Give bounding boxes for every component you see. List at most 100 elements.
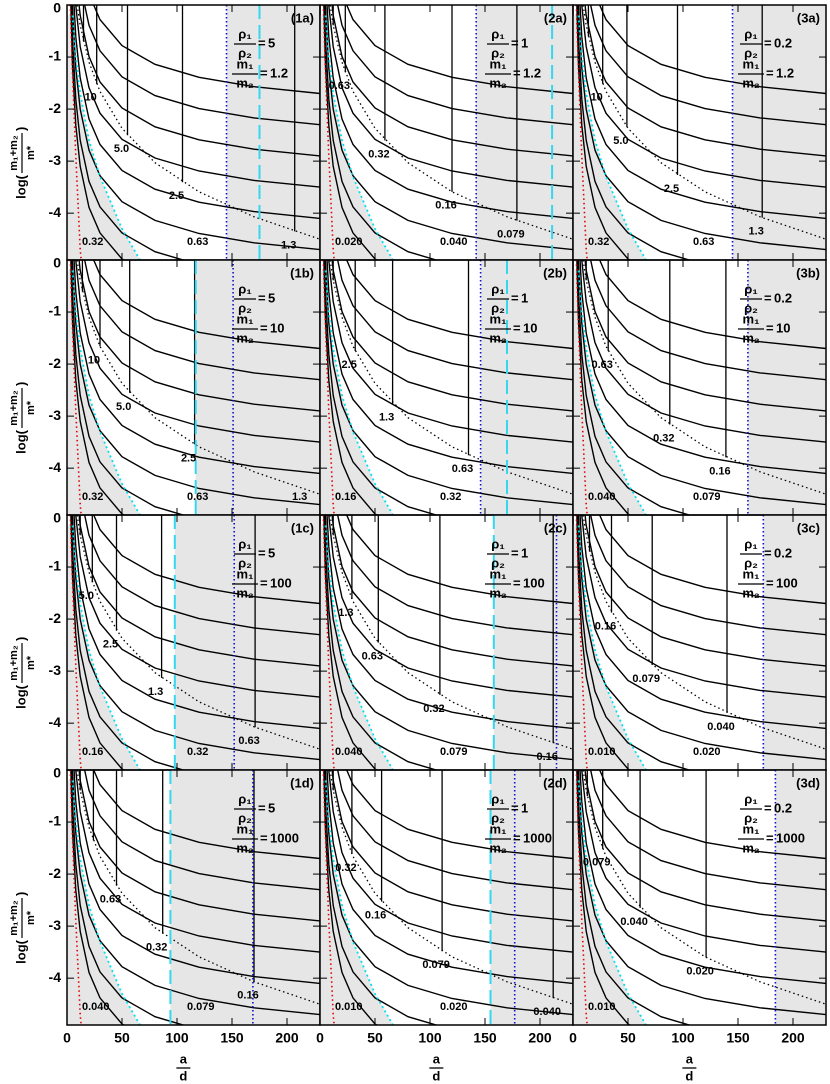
m-ratio: 1.2 [270,65,288,80]
contour-label: 0.079 [422,959,450,971]
y-label-post: ) [13,892,28,896]
rho-den: ρ₂ [491,300,505,315]
contour-curve [70,515,126,770]
contour-label: 0.040 [440,236,468,248]
contour-label: 0.32 [423,703,444,715]
cyan-curve [324,15,395,260]
contour-label: 0.16 [237,990,258,1002]
rho-den: ρ₂ [744,45,758,60]
contour-curve [70,770,186,1025]
contour-label: 0.010 [335,1001,363,1013]
y-label-den: m* [25,655,37,670]
contour-curve [336,260,573,381]
equals: = [511,290,519,305]
contour-curve [579,515,826,730]
contour-label: 0.020 [440,1001,468,1013]
rho-num: ρ₁ [238,26,251,41]
contour-curve [576,515,632,770]
contour-label: 0.63 [187,491,208,503]
contour-label: 0.16 [82,746,103,758]
excluded-region-left [573,525,661,770]
excluded-region-left [320,15,408,260]
m-den: m₂ [236,840,254,855]
m-den: m₂ [742,330,760,345]
contour-label: 0.020 [693,746,721,758]
cyan-curve [71,270,142,515]
equals: = [766,575,774,590]
m-den: m₂ [236,585,254,600]
contour-label: 1.3 [338,607,353,619]
m-den: m₂ [489,75,507,90]
contour-curve [584,770,826,922]
m-den: m₂ [489,840,507,855]
contour-curve [328,5,573,188]
contour-curve [584,260,826,412]
m-ratio: 1000 [776,830,805,845]
rho-ratio: 0.2 [774,35,792,50]
contour-label: 0.079 [583,857,611,869]
cyan-curve [71,15,142,260]
equals: = [511,800,519,815]
contour-curve [345,5,573,95]
contour-label: 0.079 [187,1001,215,1013]
contour-curve [326,5,573,220]
cyan-curve [71,780,142,1025]
contour-curve [324,5,573,251]
contour-curve [589,515,826,636]
y-tick-label: -2 [49,610,62,626]
contour-curve [71,5,320,251]
equals: = [260,65,268,80]
x-tick-label: 50 [367,1030,383,1046]
equals: = [258,800,266,815]
contour-curve [73,260,320,475]
excluded-region [476,5,573,260]
cyan-curve [577,780,648,1025]
panel [320,770,573,1025]
contour-curve [324,515,573,761]
contour-curve [331,5,573,157]
contour-curve [345,515,573,605]
y-axis-label: log(m₁+m₂ m*) [8,892,37,964]
rho-num: ρ₁ [491,536,504,551]
y-label-den: m* [25,400,37,415]
excluded-region [490,770,573,1025]
equals: = [260,575,268,590]
equals: = [513,65,521,80]
contour-curve [71,260,320,506]
rho-num: ρ₁ [744,536,757,551]
m-num: m₁ [490,56,507,71]
contour-label: 10 [88,354,100,366]
contour-curve [576,5,692,260]
contour-label: 0.079 [632,673,660,685]
panel [573,515,826,770]
contour-label: 0.040 [707,721,735,733]
contour-curve [579,770,826,985]
panel-label: (3b) [796,265,820,280]
contour-label: 1.3 [148,686,163,698]
m-ratio: 1.2 [776,65,794,80]
y-tick-label: -2 [49,865,62,881]
m-den: m₂ [236,330,254,345]
rho-num: ρ₁ [744,281,757,296]
rho-ratio: 5 [268,35,275,50]
y-label-num: m₁+m₂ [8,135,20,171]
excluded-region-left [320,270,408,515]
equals: = [513,575,521,590]
contour-curve [78,515,320,667]
contour-curve [589,260,826,381]
contour-curve [323,770,379,1025]
rho-num: ρ₁ [491,281,504,296]
contour-curve [75,260,320,443]
equals: = [511,545,519,560]
y-tick-label: -4 [49,204,62,220]
y-axis-label: log(m₁+m₂ m*) [8,127,37,199]
m-den: m₂ [236,75,254,90]
contour-label: 0.63 [591,359,612,371]
y-label-pre: log( [13,429,28,453]
red-curve [575,5,588,260]
panel-label: (2a) [544,10,567,25]
contour-label: 2.5 [169,190,184,202]
y-label-num: m₁+m₂ [8,645,20,681]
cyan-curve [71,525,142,770]
excluded-region-left [67,780,155,1025]
